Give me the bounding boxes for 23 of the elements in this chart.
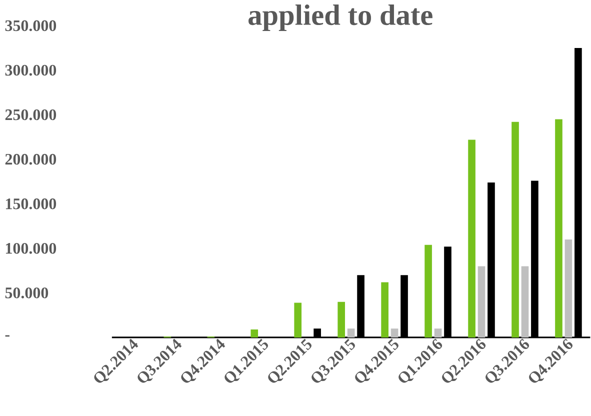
chart-title: applied to date bbox=[248, 4, 432, 31]
bar bbox=[250, 329, 258, 338]
bar bbox=[478, 266, 486, 338]
y-tick-label: 150.000 bbox=[6, 198, 56, 210]
y-tick-label: 200.000 bbox=[5, 154, 56, 165]
bar bbox=[468, 140, 476, 338]
bar bbox=[390, 328, 398, 338]
bar bbox=[512, 122, 519, 338]
bar bbox=[434, 328, 442, 338]
y-tick-label: 50.000 bbox=[5, 287, 48, 298]
bar bbox=[564, 239, 572, 338]
bar bbox=[294, 302, 302, 338]
bar bbox=[555, 119, 562, 338]
bar bbox=[338, 302, 345, 338]
bar bbox=[347, 328, 355, 338]
y-tick-label: 350.000 bbox=[5, 20, 56, 31]
bar bbox=[381, 282, 388, 338]
y-tick-label: - bbox=[5, 335, 10, 336]
y-tick-label: 100.000 bbox=[6, 242, 56, 254]
y-tick-label: 250.000 bbox=[5, 109, 56, 120]
y-tick-label: 300.000 bbox=[5, 64, 56, 76]
bar bbox=[521, 266, 529, 338]
bar bbox=[424, 244, 432, 338]
